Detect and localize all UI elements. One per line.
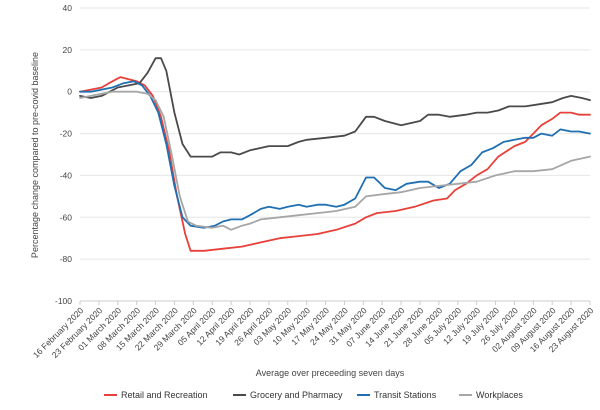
y-tick-label: 40 <box>63 3 73 13</box>
series-lines <box>79 57 591 252</box>
legend-label: Workplaces <box>476 390 523 400</box>
series-line-workplaces <box>79 90 591 231</box>
gridlines <box>80 7 590 302</box>
y-axis-title: Percentage change compared to pre-covid … <box>30 52 40 258</box>
y-tick-label: -40 <box>60 170 73 180</box>
series-line-retail-and-recreation <box>79 76 591 252</box>
legend-label: Grocery and Pharmacy <box>250 390 343 400</box>
y-tick-label: -80 <box>60 254 73 264</box>
series-line-grocery-and-pharmacy <box>79 57 591 158</box>
y-tick-label: -100 <box>55 296 72 306</box>
legend-label: Transit Stations <box>374 390 437 400</box>
legend: Retail and Recreation Grocery and Pharmac… <box>104 390 523 400</box>
y-tick-label: 20 <box>63 45 73 55</box>
legend-label: Retail and Recreation <box>121 390 208 400</box>
x-axis-title: Average over preceeding seven days <box>256 368 405 378</box>
series-line-transit-stations <box>79 80 591 229</box>
y-tick-label: 0 <box>67 87 72 97</box>
y-tick-label: -60 <box>60 212 73 222</box>
y-tick-label: -20 <box>60 129 73 139</box>
